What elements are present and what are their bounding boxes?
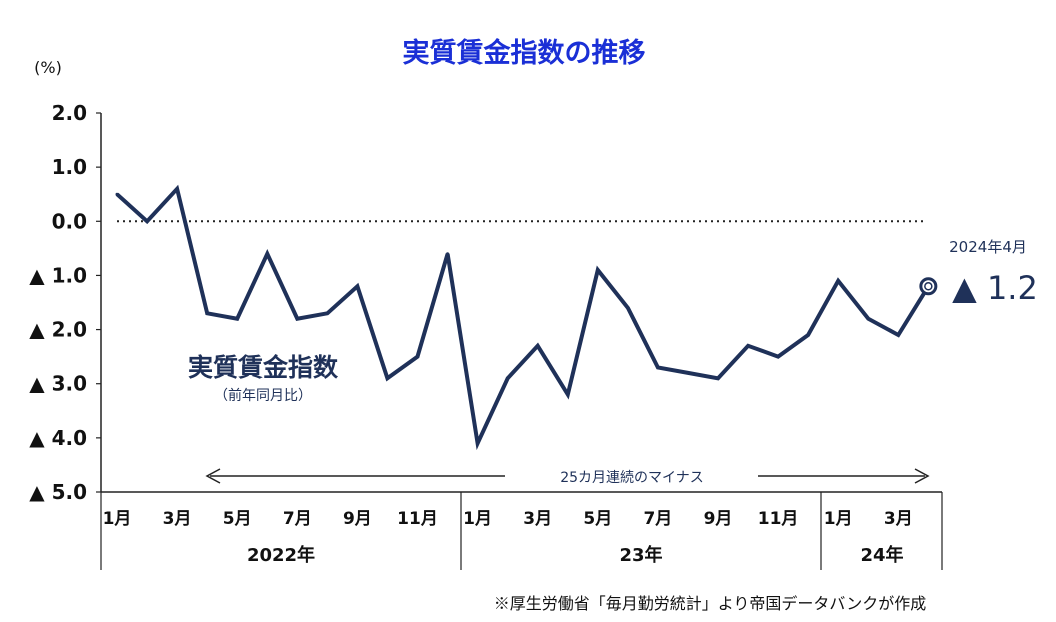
series-line: [115, 184, 931, 451]
data-point: [265, 252, 269, 256]
data-point: [355, 284, 359, 288]
y-tick-label: 0.0: [52, 209, 87, 233]
x-tick-label: 7月: [643, 509, 672, 529]
data-point: [896, 333, 900, 337]
x-tick-label: 3月: [523, 509, 552, 529]
x-tick-label: 11月: [397, 509, 438, 529]
y-axis-ticks: 2.0 1.0 0.0 ▲ 1.0 ▲ 2.0 ▲ 3.0 ▲ 4.0 ▲ 5.0: [29, 101, 101, 504]
data-point: [115, 192, 119, 196]
data-point: [325, 311, 329, 315]
data-point: [536, 344, 540, 348]
x-tick-label: 1月: [463, 509, 492, 529]
latest-data-point-inner: [924, 282, 933, 291]
year-labels: 2022年 23年 24年: [247, 544, 904, 566]
year-label: 23年: [619, 544, 662, 566]
x-tick-label: 3月: [163, 509, 192, 529]
data-point: [656, 365, 660, 369]
x-tick-label: 7月: [283, 509, 312, 529]
y-tick-label: ▲ 2.0: [29, 318, 87, 342]
y-unit-label: (%): [34, 58, 62, 77]
x-tick-label: 11月: [758, 509, 799, 529]
series-points: [115, 187, 938, 445]
x-axis-ticks: 1月 3月 5月 7月 9月 11月 1月 3月 5月 7月 9月 11月 1月 3月: [103, 509, 913, 529]
data-point: [145, 219, 149, 223]
data-point: [235, 317, 239, 321]
year-label: 24年: [860, 544, 903, 566]
data-point: [716, 376, 720, 380]
data-point: [566, 393, 570, 397]
y-tick-label: ▲ 4.0: [29, 426, 87, 450]
streak-arrow: [205, 468, 930, 484]
data-point: [626, 306, 630, 310]
data-point: [836, 279, 840, 283]
data-point: [866, 317, 870, 321]
y-tick-label: ▲ 1.0: [29, 263, 87, 287]
source-note: ※厚生労働省「毎月勤労統計」より帝国データバンクが作成: [494, 594, 926, 613]
x-tick-label: 9月: [704, 509, 733, 529]
data-point: [385, 376, 389, 380]
series-sublabel: （前年同月比）: [214, 387, 312, 404]
x-tick-label: 9月: [343, 509, 372, 529]
data-point: [476, 441, 480, 445]
data-point: [776, 355, 780, 359]
axes: [100, 113, 943, 570]
series-label: 実質賃金指数: [188, 353, 339, 382]
year-label: 2022年: [247, 544, 315, 566]
latest-value-annotation: ▲ 1.2: [952, 269, 1038, 307]
streak-label: 25カ月連続のマイナス: [560, 469, 704, 486]
data-point: [205, 311, 209, 315]
x-tick-label: 1月: [103, 509, 132, 529]
data-point: [295, 317, 299, 321]
data-point: [806, 333, 810, 337]
y-tick-label: ▲ 5.0: [29, 480, 87, 504]
x-tick-label: 5月: [583, 509, 612, 529]
data-point: [596, 268, 600, 272]
latest-date-annotation: 2024年4月: [949, 238, 1027, 256]
data-point: [746, 344, 750, 348]
x-tick-label: 1月: [824, 509, 853, 529]
data-point: [686, 371, 690, 375]
y-tick-label: 1.0: [52, 155, 87, 179]
data-point: [506, 376, 510, 380]
y-tick-label: 2.0: [52, 101, 87, 125]
data-point: [446, 252, 450, 256]
x-tick-label: 3月: [884, 509, 913, 529]
x-tick-label: 5月: [223, 509, 252, 529]
y-tick-label: ▲ 3.0: [29, 372, 87, 396]
chart-title: 実質賃金指数の推移: [403, 37, 646, 69]
data-point: [175, 187, 179, 191]
data-point: [416, 355, 419, 359]
